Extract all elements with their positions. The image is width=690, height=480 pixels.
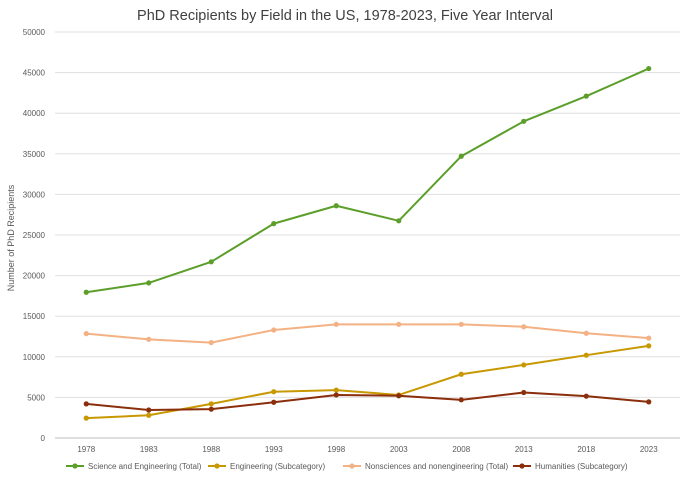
data-point	[83, 401, 89, 407]
series-layer	[83, 65, 652, 421]
data-point	[646, 65, 652, 72]
data-point	[271, 399, 277, 405]
data-point	[208, 259, 214, 265]
y-tick-label: 15000	[23, 312, 46, 321]
x-tick-label: 1988	[202, 445, 220, 454]
data-point	[333, 392, 339, 398]
y-tick-label: 5000	[27, 393, 45, 402]
data-point	[583, 93, 589, 99]
data-point	[146, 280, 152, 286]
x-tick-label: 2008	[452, 445, 470, 454]
data-point	[333, 203, 339, 209]
x-tick-label: 2018	[577, 445, 595, 454]
data-point	[396, 321, 402, 327]
data-point	[271, 221, 277, 227]
gridlines	[55, 31, 680, 439]
data-point	[333, 387, 339, 393]
data-point	[583, 330, 589, 336]
legend-label: Nonsciences and nonengineering (Total)	[365, 462, 509, 471]
data-point	[646, 343, 652, 349]
y-axis-label: Number of PhD Recipients	[6, 184, 16, 291]
data-point	[396, 393, 402, 399]
data-point	[458, 321, 464, 327]
y-tick-label: 25000	[23, 231, 46, 240]
data-point	[521, 118, 527, 124]
legend-marker	[72, 463, 78, 469]
legend-item: Science and Engineering (Total)	[66, 462, 202, 471]
series-line	[85, 67, 650, 294]
data-point	[521, 389, 527, 396]
legend-item: Humanities (Subcategory)	[513, 462, 628, 471]
data-point	[271, 389, 277, 395]
series-line	[85, 323, 650, 344]
data-point	[396, 218, 402, 224]
x-tick-label: 1978	[77, 445, 95, 454]
data-point	[208, 406, 214, 412]
legend-label: Science and Engineering (Total)	[88, 462, 202, 471]
legend-item: Engineering (Subcategory)	[208, 462, 326, 471]
data-point	[208, 401, 214, 407]
y-tick-label: 10000	[23, 353, 46, 362]
legend-marker	[349, 463, 355, 469]
y-tick-label: 20000	[23, 272, 46, 281]
data-point	[83, 331, 89, 337]
x-axis-ticks: 1978 1983 1988 1993 1998 2003 2008 2013 2018 2023	[77, 445, 658, 454]
data-point	[333, 321, 339, 327]
x-tick-label: 2003	[390, 445, 408, 454]
y-tick-label: 40000	[23, 109, 46, 118]
legend-label: Engineering (Subcategory)	[230, 462, 326, 471]
x-tick-label: 1993	[265, 445, 283, 454]
data-point	[83, 415, 89, 421]
data-point	[458, 153, 464, 159]
series-line	[85, 391, 650, 411]
legend-marker	[519, 463, 525, 469]
data-point	[521, 362, 527, 368]
data-point	[521, 324, 527, 330]
series-group	[83, 321, 652, 346]
legend: Science and Engineering (Total) Engineeri…	[66, 462, 628, 471]
x-tick-label: 1983	[140, 445, 158, 454]
data-point	[146, 336, 152, 342]
data-point	[458, 397, 464, 403]
series-group	[83, 389, 652, 413]
x-tick-label: 2023	[640, 445, 658, 454]
x-tick-label: 2013	[515, 445, 533, 454]
series-group	[83, 65, 652, 295]
data-point	[208, 339, 214, 346]
data-point	[646, 335, 652, 341]
legend-label: Humanities (Subcategory)	[535, 462, 628, 471]
data-point	[583, 352, 589, 358]
data-point	[271, 327, 277, 333]
y-tick-label: 45000	[23, 69, 46, 78]
y-tick-label: 35000	[23, 150, 46, 159]
data-point	[646, 399, 652, 405]
legend-marker	[214, 463, 220, 469]
data-point	[146, 412, 152, 418]
x-tick-label: 1998	[327, 445, 345, 454]
chart-title: PhD Recipients by Field in the US, 1978-…	[137, 8, 553, 24]
data-point	[458, 371, 464, 377]
y-tick-label: 30000	[23, 190, 46, 199]
y-tick-label: 0	[41, 434, 46, 443]
y-tick-label: 50000	[23, 28, 46, 37]
data-point	[83, 289, 89, 295]
y-axis-ticks: 0 5000 10000 15000 20000 25000 30000 35000 40000…	[23, 28, 46, 443]
legend-item: Nonsciences and nonengineering (Total)	[343, 462, 509, 471]
data-point	[583, 393, 589, 399]
data-point	[146, 407, 152, 413]
